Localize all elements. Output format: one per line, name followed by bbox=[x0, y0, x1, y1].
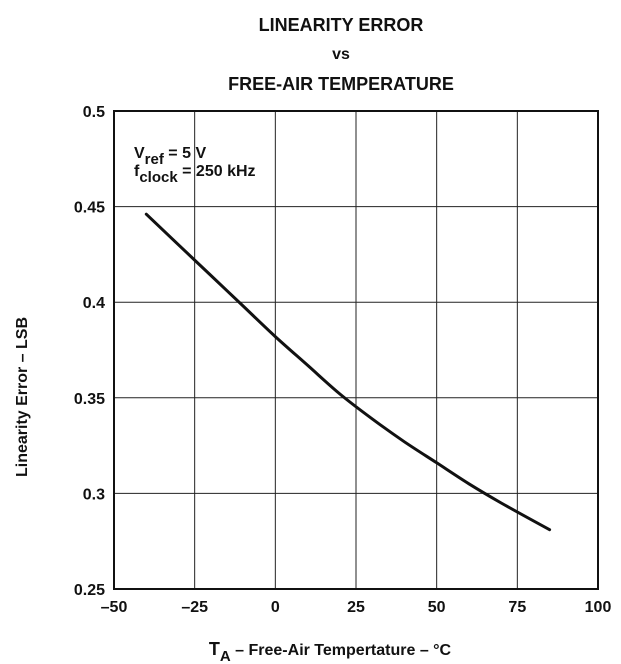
y-tick-label-1: 0.3 bbox=[83, 486, 105, 503]
y-axis-label: Linearity Error – LSB bbox=[14, 317, 31, 477]
x-axis-label-sub: A bbox=[220, 648, 231, 664]
x-tick-label-3: 25 bbox=[347, 599, 365, 616]
y-tick-label-2: 0.35 bbox=[74, 391, 105, 408]
chart-title-line1: LINEARITY ERROR bbox=[259, 15, 424, 35]
y-tick-label-3: 0.4 bbox=[83, 295, 105, 312]
x-axis-label-rest: – Free-Air Tempertature – °C bbox=[231, 642, 452, 659]
plot-frame bbox=[113, 110, 599, 590]
series-line-0 bbox=[144, 212, 552, 532]
x-tick-label-2: 0 bbox=[271, 599, 280, 616]
x-tick-label-5: 75 bbox=[508, 599, 526, 616]
annotation-vref-rest: = 5 V bbox=[164, 145, 207, 162]
annotation-fclock-sub: clock bbox=[139, 169, 178, 186]
x-tick-label-0: –50 bbox=[101, 599, 128, 616]
x-tick-labels: –50 –25 0 25 50 75 100 bbox=[101, 599, 612, 616]
annotation-fclock-main: f bbox=[134, 163, 140, 180]
chart-title-line3: FREE-AIR TEMPERATURE bbox=[228, 74, 454, 94]
x-tick-label-6: 100 bbox=[585, 599, 612, 616]
curve-group bbox=[144, 212, 552, 532]
annotation-vref: Vref = 5 V bbox=[134, 145, 206, 168]
x-axis-label: TA – Free-Air Tempertature – °C bbox=[209, 639, 452, 664]
annotation-fclock-rest: = 250 kHz bbox=[178, 163, 256, 180]
annotation-fclock: fclock = 250 kHz bbox=[134, 163, 256, 186]
y-tick-label-0: 0.25 bbox=[74, 582, 105, 599]
annotation-vref-main: V bbox=[134, 145, 145, 162]
x-axis-label-main: T bbox=[209, 639, 220, 659]
y-tick-label-4: 0.45 bbox=[74, 200, 105, 217]
annotation-vref-sub: ref bbox=[145, 151, 165, 168]
y-tick-labels: 0.25 0.3 0.35 0.4 0.45 0.5 bbox=[74, 104, 105, 599]
chart-title-line2: vs bbox=[332, 46, 350, 63]
x-tick-label-1: –25 bbox=[181, 599, 208, 616]
y-tick-label-5: 0.5 bbox=[83, 104, 105, 121]
x-tick-label-4: 50 bbox=[428, 599, 446, 616]
